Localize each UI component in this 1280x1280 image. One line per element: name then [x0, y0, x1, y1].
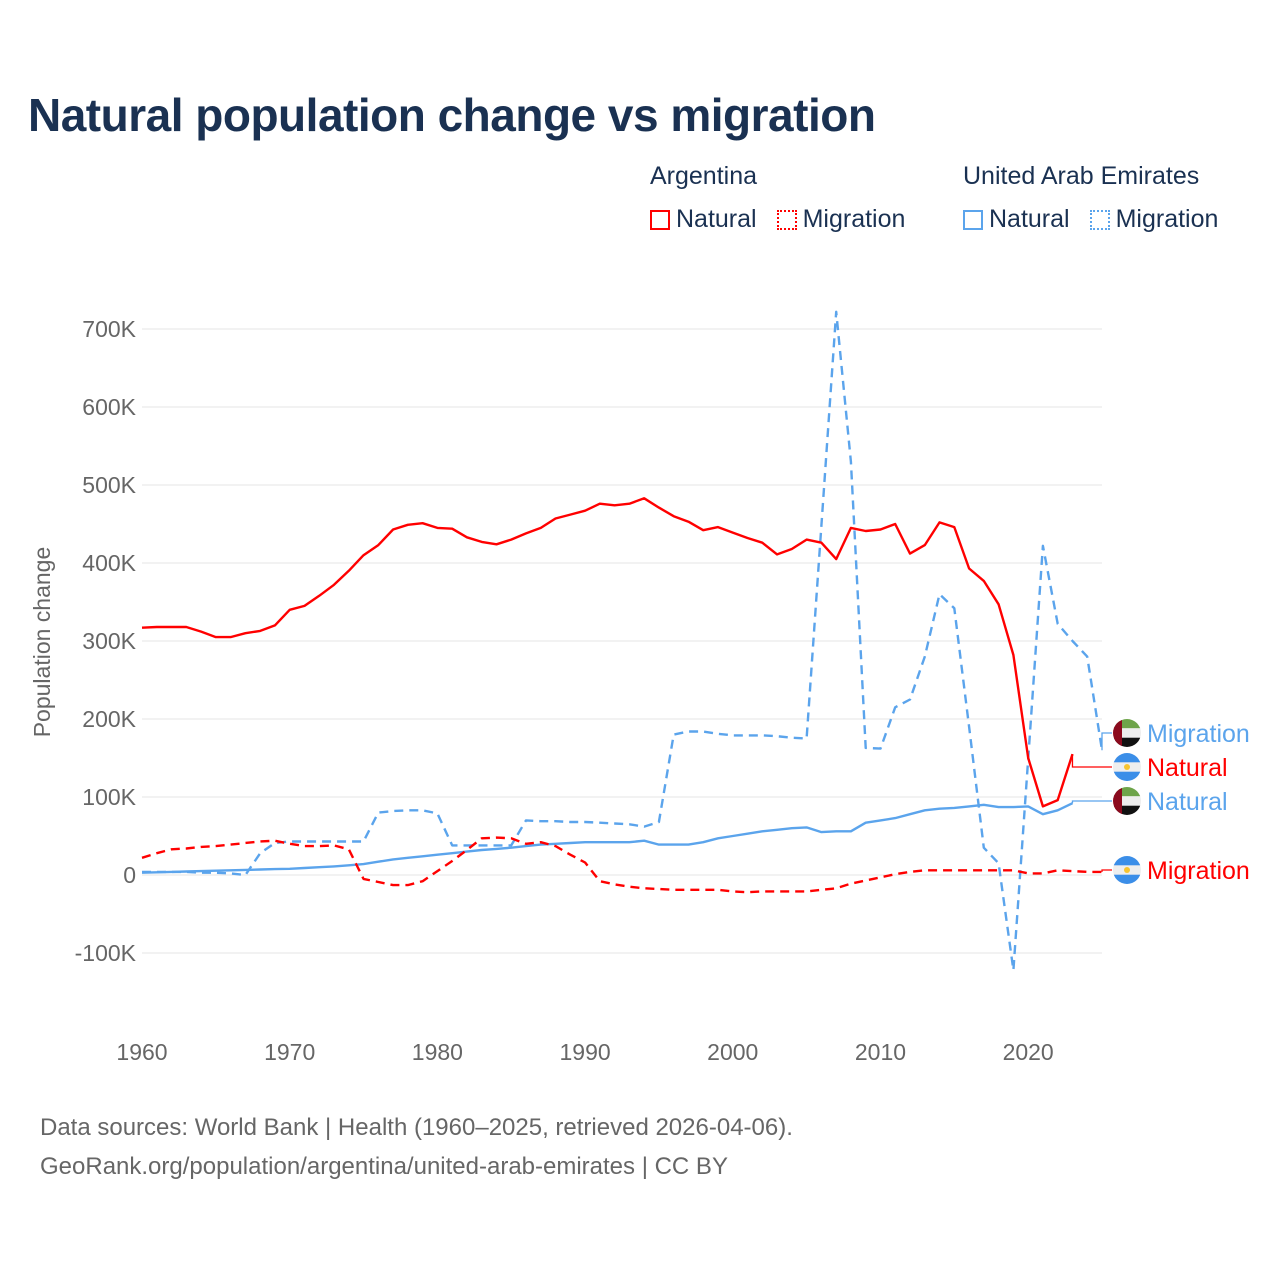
legend-swatch — [1089, 209, 1110, 230]
label-connector — [1071, 754, 1112, 768]
uae-flag-icon — [1113, 787, 1141, 815]
label-connector — [1071, 800, 1112, 804]
legend-label: Natural — [676, 205, 757, 233]
series-end-label: Natural — [1147, 754, 1228, 782]
label-connector — [1101, 869, 1112, 872]
legend-swatch — [650, 209, 670, 230]
footer: Data sources: World Bank | Health (1960–… — [40, 1108, 793, 1186]
x-tick-label: 2010 — [855, 1039, 906, 1065]
legend-label: Migration — [802, 205, 906, 233]
data-sources: Data sources: World Bank | Health (1960–… — [40, 1114, 793, 1141]
legend-group-uae: United Arab Emirates Natural Migration — [963, 162, 1238, 234]
source-link[interactable]: GeoRank.org/population/argentina/united-… — [40, 1153, 728, 1180]
legend-group-argentina: Argentina Natural Migration — [650, 162, 925, 234]
series-end-label: Natural — [1147, 788, 1228, 816]
x-tick-label: 1980 — [412, 1039, 463, 1065]
legend-item-uae-migration[interactable]: Migration — [1089, 205, 1219, 234]
legend-label: Migration — [1115, 205, 1219, 233]
y-tick-label: 100K — [82, 784, 136, 810]
series-line-united-arab-emirates-migration — [142, 310, 1104, 972]
x-tick-label: 1990 — [559, 1039, 610, 1065]
x-tick-label: 1960 — [116, 1039, 167, 1065]
x-tick-label: 2020 — [1003, 1039, 1054, 1065]
x-tick-label: 2000 — [707, 1039, 758, 1065]
legend-item-argentina-natural[interactable]: Natural — [650, 205, 757, 234]
legend-swatch — [776, 209, 797, 230]
y-tick-label: 600K — [82, 394, 136, 420]
x-tick-label: 1970 — [264, 1039, 315, 1065]
series-end-label: Migration — [1147, 857, 1250, 885]
y-axis-label: Population change — [29, 547, 55, 738]
y-tick-label: 200K — [82, 706, 136, 732]
legend-group-label: Argentina — [650, 162, 758, 190]
legend-item-argentina-migration[interactable]: Migration — [776, 205, 906, 234]
label-connector — [1101, 732, 1112, 751]
argentina-flag-icon — [1113, 753, 1141, 781]
legend-item-uae-natural[interactable]: Natural — [963, 205, 1070, 234]
argentina-flag-icon — [1113, 856, 1141, 884]
legend-group-label: United Arab Emirates — [963, 162, 1200, 190]
legend-swatch — [963, 209, 983, 230]
y-tick-label: 400K — [82, 550, 136, 576]
uae-flag-icon — [1113, 719, 1141, 747]
y-tick-label: 300K — [82, 628, 136, 654]
series-line-argentina-migration — [141, 836, 1102, 894]
y-tick-label: 500K — [82, 472, 136, 498]
legend-label: Natural — [989, 205, 1070, 233]
series-end-label: Migration — [1147, 720, 1250, 748]
y-tick-label: -100K — [75, 940, 137, 966]
series-line-united-arab-emirates-natural — [141, 802, 1074, 874]
y-tick-label: 700K — [82, 316, 136, 342]
series-line-argentina-natural — [141, 497, 1074, 808]
chart-title: Natural population change vs migration — [28, 89, 876, 141]
y-tick-label: 0 — [123, 862, 136, 888]
